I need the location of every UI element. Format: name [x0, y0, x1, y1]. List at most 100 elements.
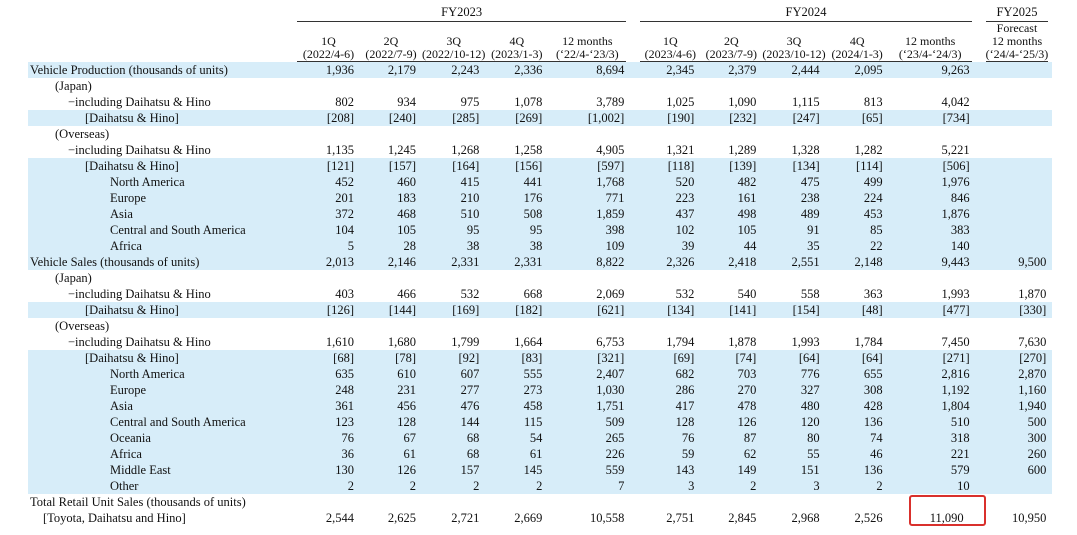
value-cell: [141]: [700, 302, 763, 318]
value-cell: 2: [360, 478, 422, 494]
value-cell: 67: [360, 430, 422, 446]
table-row: Africa 5 28 38 38 109 39 44 35 22 140: [28, 238, 1053, 254]
value-cell: 74: [825, 430, 889, 446]
value-cell: 140: [888, 238, 976, 254]
value-cell: [976, 78, 1053, 94]
value-cell: 846: [888, 190, 976, 206]
column-header-line: (2023/7-9): [705, 47, 757, 61]
value-cell: [762, 126, 825, 142]
table-row: Africa 36 61 68 61 226 59 62 55 46 221 260: [28, 446, 1053, 462]
value-cell: 482: [700, 174, 763, 190]
value-cell: [700, 126, 762, 142]
row-label-line: [Toyota, Daihatsu and Hino]: [43, 511, 186, 525]
value-cell: [92]: [422, 350, 486, 366]
column-header-block: 4Q (2023/1-3): [485, 35, 549, 62]
value-cell: 2,331: [485, 254, 549, 270]
value-cell: 2,751: [666, 511, 695, 525]
column-header: 4Q (2023/1-3): [485, 22, 549, 62]
row-label: [Daihatsu & Hino]: [28, 350, 297, 366]
value-cell: [64]: [762, 350, 826, 366]
value-cell: 2: [422, 478, 486, 494]
value-cell: 2,968: [791, 511, 820, 525]
value-cell: 68: [422, 446, 486, 462]
column-header: 3Q (2022/10-12): [422, 22, 486, 62]
value-cell: 145: [485, 462, 549, 478]
value-cell: 35: [762, 238, 826, 254]
value-cell: [78]: [360, 350, 422, 366]
value-cell: 2,326: [630, 254, 701, 270]
value-cell: 2,095: [825, 62, 889, 78]
value-cell: 44: [700, 238, 763, 254]
table-row: Vehicle Sales (thousands of units) 2,013 2…: [28, 254, 1053, 270]
row-label: Vehicle Production (thousands of units): [28, 62, 297, 78]
value-cell: [975, 238, 1053, 254]
value-cell: 2,148: [825, 254, 889, 270]
column-header-line: (‘24/4-‘25/3): [985, 47, 1049, 61]
value-cell: 498: [700, 206, 763, 222]
row-label: Oceania: [28, 430, 297, 446]
column-header: 1Q (2023/4-6): [630, 22, 701, 62]
value-cell: 224: [825, 190, 889, 206]
row-label: Africa: [28, 446, 297, 462]
value-cell: [121]: [297, 158, 360, 174]
value-cell: 478: [700, 398, 763, 414]
value-cell: [422, 78, 485, 94]
value-cell: 2,331: [422, 254, 486, 270]
value-cell: 579: [888, 462, 976, 478]
value-cell: 151: [762, 462, 826, 478]
value-cell: 277: [422, 382, 486, 398]
row-label: [Daihatsu & Hino]: [28, 110, 297, 126]
value-cell: 76: [630, 430, 701, 446]
row-label: Europe: [28, 382, 297, 398]
value-cell: 476: [422, 398, 486, 414]
row-label: Other: [28, 478, 297, 494]
value-cell: 1,192: [888, 382, 976, 398]
value-cell: [506]: [888, 158, 976, 174]
value-cell: 2,526: [854, 511, 883, 525]
table-row: Europe 201 183 210 176 771 223 161 238 224 846: [28, 190, 1053, 206]
value-cell: 59: [630, 446, 701, 462]
value-cell: 144: [422, 414, 486, 430]
value-cell: 28: [360, 238, 422, 254]
value-cell: 61: [360, 446, 422, 462]
column-header-line: 1Q: [662, 34, 678, 48]
value-cell: 39: [630, 238, 701, 254]
value-cell: 3: [762, 478, 826, 494]
table-row: Other 2 2 2 2 7 3 2 3 2 10: [28, 478, 1053, 494]
row-label: Asia: [28, 398, 297, 414]
value-cell: 468: [360, 206, 422, 222]
value-cell: [548, 126, 630, 142]
column-header-block: 12 months (‘22/4-‘23/3): [548, 35, 627, 62]
value-cell: 68: [422, 430, 486, 446]
value-cell: 2,625: [387, 511, 416, 525]
value-cell: [630, 318, 700, 334]
value-cell: [975, 206, 1053, 222]
value-cell: 453: [825, 206, 889, 222]
value-cell: [360, 78, 422, 94]
value-cell: [157]: [360, 158, 422, 174]
row-label: Europe: [28, 190, 297, 206]
value-cell: 428: [825, 398, 889, 414]
value-cell: [134]: [762, 158, 826, 174]
value-cell: [621]: [548, 302, 631, 318]
value-cell: 776: [762, 366, 826, 382]
value-cell: 361: [297, 398, 360, 414]
value-cell: 403: [335, 287, 354, 301]
row-label: −including Daihatsu & Hino: [68, 143, 211, 157]
value-cell: [976, 94, 1053, 110]
value-cell: 682: [630, 366, 701, 382]
column-header: 1Q (2022/4-6): [297, 22, 360, 62]
value-cell: [700, 78, 762, 94]
value-cell: 265: [548, 430, 631, 446]
value-cell: [548, 270, 630, 286]
value-cell: 183: [360, 190, 422, 206]
value-cell: [247]: [762, 110, 826, 126]
table-row: (Japan): [28, 270, 1052, 286]
value-cell: 655: [825, 366, 889, 382]
value-cell: 555: [485, 366, 549, 382]
value-cell: 260: [975, 446, 1053, 462]
value-cell: [548, 78, 630, 94]
value-cell: 437: [630, 206, 701, 222]
group-label: FY2025: [985, 4, 1049, 22]
value-cell: 1,289: [728, 143, 757, 157]
